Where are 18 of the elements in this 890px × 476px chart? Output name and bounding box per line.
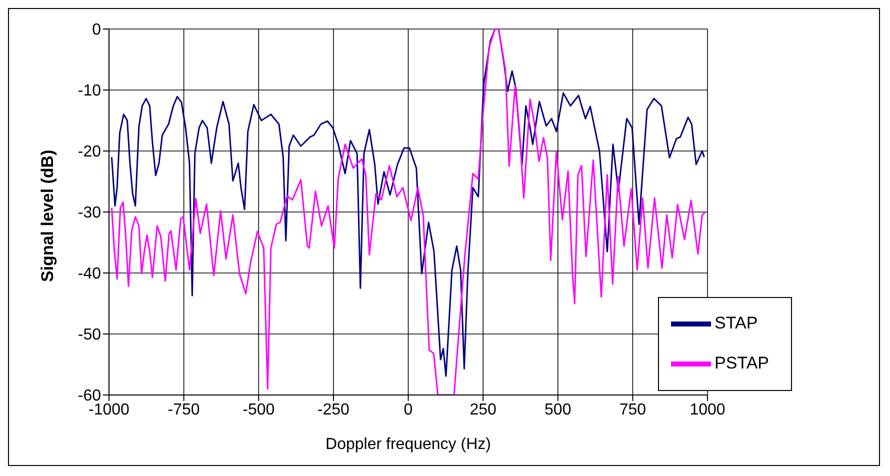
y-tick-label: 0 <box>92 22 102 39</box>
x-tick-label: -750 <box>168 401 200 418</box>
y-tick-label: -10 <box>78 82 102 100</box>
x-tick-label: 1000 <box>690 401 726 418</box>
y-axis-title: Signal level (dB) <box>38 150 58 282</box>
y-tick-label: -20 <box>78 144 102 161</box>
legend-label: STAP <box>714 313 758 332</box>
legend-label: PSTAP <box>714 353 769 372</box>
x-tick-label: -500 <box>242 401 275 418</box>
x-tick-label: -250 <box>317 401 350 418</box>
x-tick-label: 250 <box>470 401 497 418</box>
y-tick-label: -40 <box>78 266 102 283</box>
x-tick-label: 0 <box>404 401 413 418</box>
y-tick-label: -30 <box>78 204 102 222</box>
y-tick-label: -50 <box>78 326 102 344</box>
x-axis-title: Doppler frequency (Hz) <box>326 436 491 453</box>
x-tick-label: 500 <box>544 401 572 418</box>
x-tick-label: 750 <box>619 401 646 418</box>
